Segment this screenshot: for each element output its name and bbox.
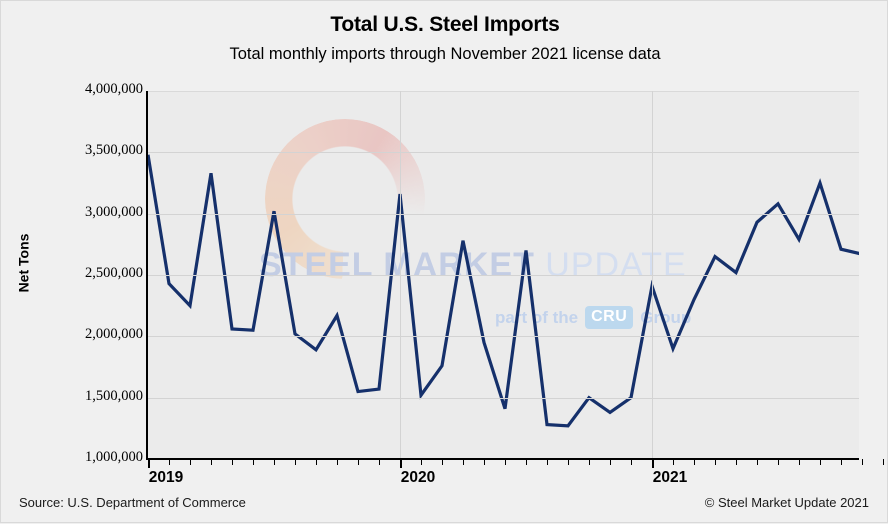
y-axis-tick-label: 4,000,000 <box>85 81 143 97</box>
chart-subtitle: Total monthly imports through November 2… <box>229 45 661 63</box>
x-axis-tick-minor <box>379 459 381 465</box>
gridline-horizontal <box>147 91 859 92</box>
x-axis-tick-minor <box>484 459 486 465</box>
gridline-vertical-year <box>400 91 401 459</box>
x-axis-tick-minor <box>841 459 843 465</box>
x-axis-tick-minor <box>274 459 276 465</box>
y-axis-tick-labels: 4,000,000 3,500,000 3,000,000 2,500,000 2,00… <box>31 1 143 524</box>
x-axis-tick-minor <box>568 459 570 465</box>
y-axis-tick-label: 3,000,000 <box>85 203 143 220</box>
gridline-horizontal <box>147 336 859 338</box>
x-axis-tick-minor <box>358 459 360 465</box>
x-axis-tick-label: 2019 <box>148 469 184 486</box>
x-axis-tick-minor <box>421 459 423 465</box>
x-axis-tick-minor <box>757 459 759 465</box>
x-axis-tick-minor <box>505 459 507 465</box>
x-axis-tick-minor <box>631 459 633 465</box>
gridline-horizontal <box>147 397 859 399</box>
x-axis-tick-minor <box>589 459 591 465</box>
y-axis-title-text: Net Tons <box>15 233 32 292</box>
x-axis-tick-minor <box>232 459 234 465</box>
gridline-horizontal <box>147 213 859 215</box>
y-axis-tick-label: 1,000,000 <box>85 449 143 465</box>
x-axis-tick-minor <box>694 459 696 465</box>
x-axis-tick-minor <box>316 459 318 465</box>
x-axis-tick-minor <box>442 459 444 465</box>
gridline-horizontal <box>147 152 859 154</box>
x-axis-tick-minor <box>778 459 780 465</box>
x-axis-tick-minor <box>883 459 885 465</box>
y-axis-line <box>146 91 148 460</box>
x-axis-tick-minor <box>295 459 297 465</box>
x-axis-tick-minor <box>190 459 192 465</box>
x-axis-tick-minor <box>736 459 738 465</box>
y-axis-tick-label: 1,500,000 <box>85 387 143 404</box>
x-axis-tick-minor <box>673 459 675 465</box>
y-axis-tick-label: 2,000,000 <box>85 326 143 343</box>
gridline-horizontal <box>147 459 859 460</box>
x-axis-tick-minor <box>547 459 549 465</box>
x-axis-tick-major <box>400 459 402 468</box>
series-line <box>147 154 859 428</box>
x-axis-tick-minor <box>610 459 612 465</box>
x-axis-tick-major <box>652 459 654 468</box>
x-axis-tick-minor <box>862 459 864 465</box>
x-axis-tick-major <box>148 459 150 468</box>
y-axis-title: Net Tons <box>13 1 33 524</box>
source-note: Source: U.S. Department of Commerce <box>19 495 246 510</box>
x-axis-tick-minor <box>253 459 255 465</box>
x-axis-tick-minor <box>799 459 801 465</box>
x-axis-tick-minor <box>463 459 465 465</box>
x-axis-tick-minor <box>211 459 213 465</box>
x-axis-line <box>146 458 859 460</box>
series-line-chart <box>147 154 859 428</box>
gridline-vertical-year <box>652 91 653 459</box>
x-axis-tick-minor <box>526 459 528 465</box>
y-axis-tick-label: 3,500,000 <box>85 142 143 159</box>
x-axis-tick-minor <box>169 459 171 465</box>
chart-title: Total U.S. Steel Imports <box>330 13 560 36</box>
x-axis-tick-minor <box>715 459 717 465</box>
copyright-note: © Steel Market Update 2021 <box>704 495 869 510</box>
gridline-horizontal <box>147 275 859 276</box>
plot-area: STEEL MARKET UPDATE part of the CRU Grou… <box>147 91 859 460</box>
x-axis-tick-label: 2021 <box>652 469 688 486</box>
y-axis-tick-label: 2,500,000 <box>85 265 143 281</box>
x-axis-tick-minor <box>820 459 822 465</box>
x-axis-tick-minor <box>337 459 339 465</box>
x-axis-tick-label: 2020 <box>400 469 436 486</box>
